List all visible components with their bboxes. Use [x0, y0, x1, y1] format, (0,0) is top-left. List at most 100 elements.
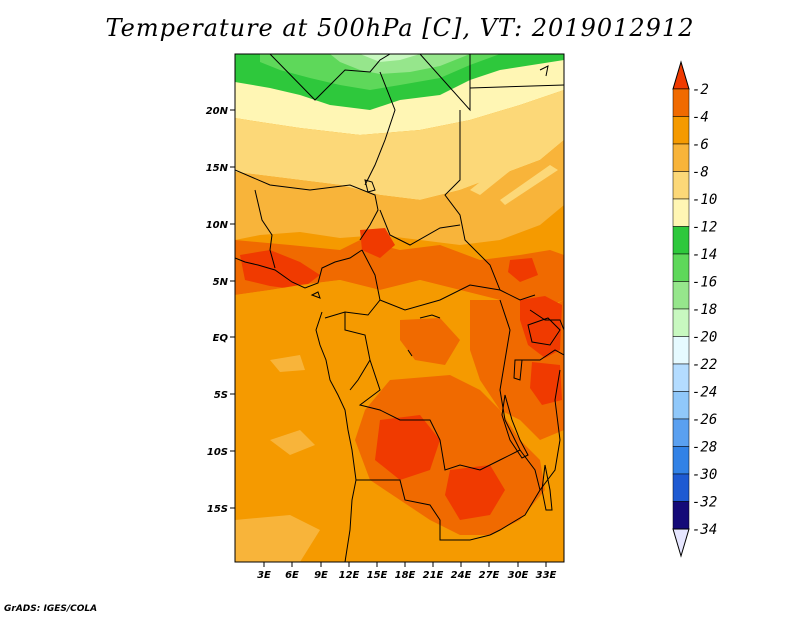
- colorbar-label: -4: [692, 110, 709, 126]
- border: [358, 359, 521, 471]
- colorbar-swatch: [672, 171, 690, 200]
- colorbar-swatch: [672, 501, 690, 530]
- lat-label-20n: 20N: [206, 106, 229, 117]
- colorbar-label: -18: [692, 302, 717, 318]
- lon-labels: 3E 6E 9E 12E 15E 18E 21E 24E 27E 30E 33E: [257, 570, 556, 581]
- colorbar-swatch: [672, 88, 690, 117]
- colorbar-label: -16: [692, 275, 717, 291]
- border: [269, 54, 391, 101]
- border: [444, 110, 501, 291]
- lon-axis: [263, 562, 547, 567]
- lat-labels: 20N 15N 10N 5N EQ 5S 10S 15S: [206, 106, 229, 515]
- border: [419, 54, 471, 112]
- coastline: [315, 311, 357, 562]
- colorbar-labels: -2 -4 -6 -8 -10 -12 -14 -16 -18 -20 -22 …: [692, 82, 717, 538]
- border: [344, 312, 371, 391]
- colorbar-label: -24: [692, 385, 717, 401]
- lon-label-6e: 6E: [285, 570, 299, 581]
- colorbar-swatch: [672, 473, 690, 502]
- lat-axis: [230, 109, 235, 509]
- colorbar-swatch: [672, 226, 690, 255]
- temp-field-patch-m4: [508, 258, 538, 282]
- border: [379, 209, 461, 246]
- border: [379, 284, 501, 311]
- lat-label-15s: 15S: [207, 504, 228, 515]
- colorbar-swatch: [672, 253, 690, 282]
- border: [499, 289, 536, 301]
- lon-label-15e: 15E: [367, 570, 388, 581]
- colorbar-label: -28: [692, 440, 717, 456]
- colorbar: -2 -4 -6 -8 -10 -12 -14 -16 -18 -20 -22 …: [672, 60, 717, 558]
- lon-label-9e: 9E: [314, 570, 328, 581]
- colorbar-swatch: [672, 198, 690, 227]
- lake-chad: [364, 179, 376, 193]
- temp-field-patch-m8: [270, 430, 315, 455]
- credit-footer: GrADS: IGES/COLA: [4, 604, 98, 614]
- boundaries: [235, 54, 564, 562]
- lake-victoria: [527, 317, 561, 346]
- border: [529, 309, 564, 331]
- colorbar-label: -30: [692, 467, 717, 483]
- lon-label-33e: 33E: [536, 570, 557, 581]
- temp-field-band-m10: [235, 90, 564, 200]
- coastline: [419, 314, 441, 319]
- border: [499, 299, 521, 451]
- colorbar-label: -20: [692, 330, 717, 346]
- temp-field-patch-m4: [240, 250, 320, 290]
- lake-kivu: [513, 359, 523, 381]
- colorbar-bottom-arrow: [672, 528, 690, 558]
- border: [235, 169, 379, 241]
- border: [254, 189, 276, 269]
- border: [364, 71, 396, 186]
- colorbar-label: -22: [692, 357, 717, 373]
- colorbar-swatch: [672, 418, 690, 447]
- border: [469, 84, 564, 89]
- colorbar-label: -14: [692, 247, 717, 263]
- temp-field-patch-m4: [530, 362, 562, 405]
- border: [539, 369, 561, 491]
- colorbar-label: -12: [692, 220, 717, 236]
- colorbar-label: -8: [692, 165, 709, 181]
- lon-label-24e: 24E: [451, 570, 472, 581]
- coastline: [310, 291, 321, 299]
- border: [520, 349, 564, 361]
- colorbar-swatch: [672, 281, 690, 310]
- colorbar-label: -26: [692, 412, 717, 428]
- border: [356, 479, 491, 541]
- colorbar-swatch: [672, 116, 690, 145]
- lake-tanganyika: [501, 394, 529, 459]
- map-area: [235, 54, 564, 562]
- lat-label-10s: 10S: [207, 447, 228, 458]
- lon-label-18e: 18E: [395, 570, 416, 581]
- lon-label-27e: 27E: [479, 570, 500, 581]
- lon-label-21e: 21E: [423, 570, 444, 581]
- colorbar-label: -32: [692, 495, 717, 511]
- temp-field-patch-m8: [235, 515, 320, 562]
- lon-label-3e: 3E: [257, 570, 271, 581]
- colorbar-swatch: [672, 143, 690, 172]
- temp-field-patch-m6: [235, 240, 564, 310]
- lat-label-5n: 5N: [213, 277, 229, 288]
- lon-label-30e: 30E: [508, 570, 529, 581]
- lat-label-10n: 10N: [206, 220, 229, 231]
- colorbar-swatch: [672, 336, 690, 365]
- colorbar-swatch: [672, 446, 690, 475]
- colorbar-label: -6: [692, 137, 709, 153]
- temp-field-band-m8: [235, 140, 564, 245]
- colorbar-swatch: [672, 363, 690, 392]
- lat-label-5s: 5S: [214, 390, 228, 401]
- temp-field-patch-m4: [375, 415, 440, 480]
- map-title: Temperature at 500hPa [C], VT: 201901291…: [105, 14, 695, 42]
- lat-label-15n: 15N: [206, 163, 229, 174]
- temp-field-streak: [500, 165, 558, 205]
- lon-label-12e: 12E: [339, 570, 360, 581]
- temp-field-streak: [470, 150, 530, 195]
- coastline: [407, 349, 413, 357]
- colorbar-label: -2: [692, 82, 709, 98]
- colorbar-label: -10: [692, 192, 717, 208]
- border: [324, 249, 381, 319]
- temp-field-patch-m4: [360, 228, 395, 258]
- map-frame: [234, 53, 565, 563]
- border: [489, 449, 541, 536]
